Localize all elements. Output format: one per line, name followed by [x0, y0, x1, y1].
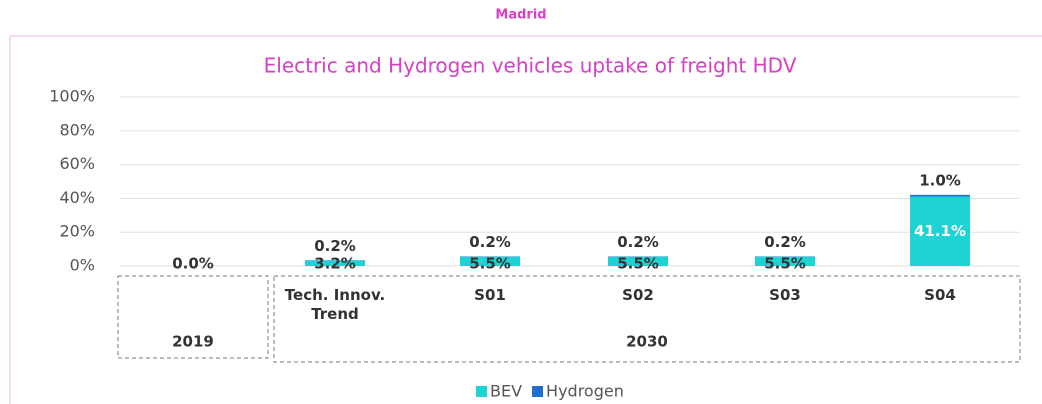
group-label: 2030	[626, 333, 668, 351]
group-box	[117, 275, 269, 359]
group-label: 2019	[172, 333, 214, 351]
bar-segment	[608, 256, 668, 266]
y-tick-label: 80%	[59, 120, 95, 139]
x-tick-label: S02	[622, 286, 654, 304]
bar-segment	[910, 194, 970, 197]
value-label: 0.2%	[314, 237, 356, 255]
value-label: 0.2%	[764, 233, 806, 251]
x-tick-label: S01	[474, 286, 506, 304]
value-label: 41.1%	[914, 222, 966, 240]
legend-label: BEV	[490, 382, 522, 401]
legend-label: Hydrogen	[546, 382, 624, 401]
chart-title: Electric and Hydrogen vehicles uptake of…	[264, 54, 797, 78]
y-tick-label: 100%	[49, 87, 95, 106]
legend-swatch	[476, 386, 487, 397]
y-tick-label: 60%	[59, 154, 95, 173]
bar-segment	[460, 256, 520, 266]
bar-segment	[910, 196, 970, 266]
legend-swatch	[532, 386, 544, 397]
group-box	[273, 275, 1021, 363]
x-tick-label: S04	[924, 286, 956, 304]
y-tick-label: 40%	[59, 188, 95, 207]
page-title: Madrid	[495, 8, 546, 23]
x-tick-label: Tech. Innov. Trend	[284, 286, 386, 323]
value-label: 5.5%	[764, 255, 806, 273]
x-tick-label: S03	[769, 286, 801, 304]
value-label: 5.5%	[617, 255, 659, 273]
value-label: 0.2%	[469, 233, 511, 251]
value-label: 0.0%	[172, 255, 214, 273]
value-label: 1.0%	[919, 171, 961, 189]
value-label: 3.2%	[314, 255, 356, 273]
y-tick-label: 0%	[70, 256, 95, 275]
y-tick-label: 20%	[59, 222, 95, 241]
value-label: 5.5%	[469, 255, 511, 273]
bar-segment	[305, 260, 365, 266]
value-label: 0.2%	[617, 233, 659, 251]
bar-segment	[755, 256, 815, 266]
